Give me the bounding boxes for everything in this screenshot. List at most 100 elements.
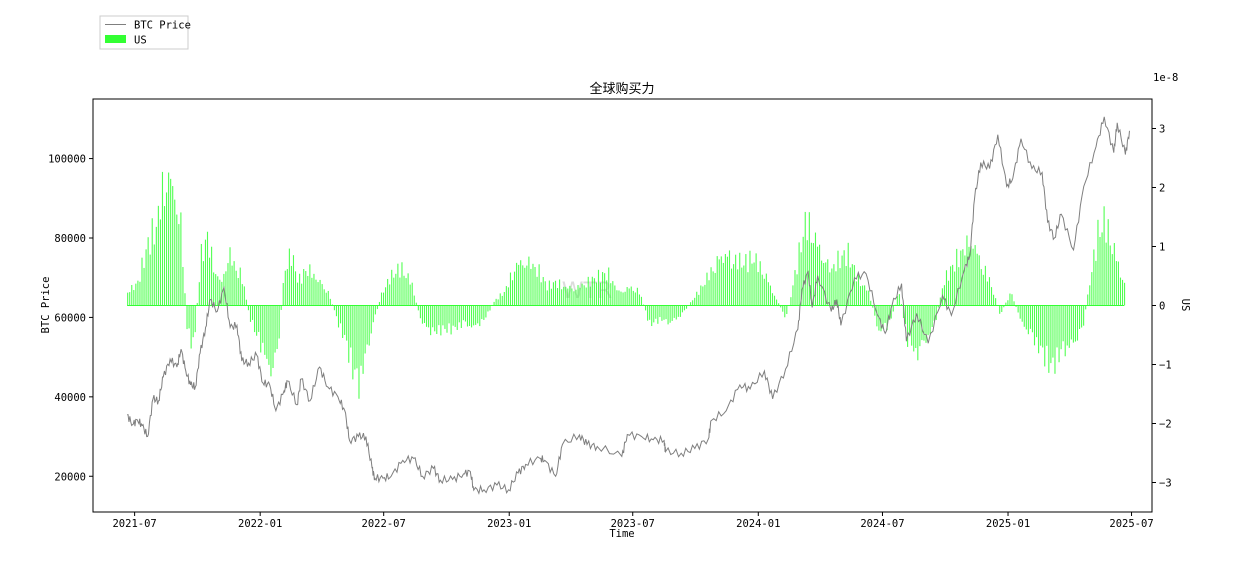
us-bar	[299, 274, 300, 306]
us-bar	[1048, 306, 1049, 373]
us-bar	[346, 306, 347, 341]
us-bar	[989, 277, 990, 305]
us-bar	[434, 306, 435, 332]
us-bar	[352, 306, 353, 380]
us-bar	[211, 247, 212, 306]
us-bar	[446, 306, 447, 333]
us-bar	[731, 269, 732, 306]
us-bar	[741, 268, 742, 306]
us-bar	[975, 245, 976, 305]
us-bar	[692, 300, 693, 305]
us-bar	[137, 281, 138, 306]
us-bar	[414, 296, 415, 306]
us-bar	[1050, 306, 1051, 364]
us-bar	[844, 250, 845, 305]
us-bar	[1110, 246, 1111, 306]
us-bar	[537, 277, 538, 306]
us-bar	[995, 298, 996, 305]
us-bar	[1102, 232, 1103, 305]
us-bar	[127, 293, 128, 306]
us-bar	[668, 306, 669, 325]
us-bar	[641, 297, 642, 306]
us-bar	[289, 249, 290, 306]
us-bar	[260, 306, 261, 353]
us-bar	[438, 306, 439, 326]
us-bar	[457, 306, 458, 330]
us-bar	[770, 286, 771, 306]
us-bar	[983, 275, 984, 306]
us-bar	[279, 306, 280, 339]
us-bar	[594, 278, 595, 305]
us-bar	[189, 306, 190, 329]
us-bar	[657, 306, 658, 324]
us-bar	[711, 267, 712, 305]
us-bar	[930, 306, 931, 334]
us-bar	[283, 283, 284, 305]
us-bar	[356, 306, 357, 369]
us-bar	[238, 278, 239, 305]
us-bar	[193, 306, 194, 338]
us-bar	[381, 293, 382, 306]
us-bar	[240, 268, 241, 306]
us-bar	[979, 255, 980, 305]
us-bar	[180, 212, 181, 305]
y-right-tick-label: −3	[1159, 478, 1172, 490]
us-bar	[649, 306, 650, 320]
us-bar	[893, 306, 894, 312]
us-bar	[532, 264, 533, 306]
us-bar	[567, 289, 568, 306]
us-bar	[305, 271, 306, 305]
us-bar	[375, 306, 376, 315]
us-bar	[272, 306, 273, 368]
us-bar	[348, 306, 349, 363]
us-bar	[1032, 306, 1033, 333]
us-bar	[264, 306, 265, 355]
us-bar	[885, 306, 886, 323]
us-bar	[143, 268, 144, 306]
us-bar	[494, 302, 495, 306]
us-bar	[275, 306, 276, 353]
us-bar	[420, 306, 421, 319]
us-bar	[469, 306, 470, 326]
us-bar	[1097, 220, 1098, 306]
legend-label-btc-price: BTC Price	[134, 20, 191, 32]
us-bar	[512, 280, 513, 305]
us-bar	[723, 263, 724, 306]
us-bar	[602, 272, 603, 306]
us-bar	[745, 254, 746, 305]
us-bar	[129, 292, 130, 305]
us-bar	[858, 273, 859, 306]
us-bar	[659, 306, 660, 318]
us-bar	[258, 306, 259, 332]
us-bar	[397, 264, 398, 306]
us-bar	[964, 255, 965, 305]
us-bar	[324, 289, 325, 305]
us-bar	[369, 306, 370, 346]
us-bar	[541, 282, 542, 305]
us-bar	[708, 280, 709, 305]
us-bar	[485, 306, 486, 318]
us-bar	[1091, 272, 1092, 305]
us-bar	[604, 273, 605, 305]
us-bar	[141, 258, 142, 306]
us-bar	[682, 306, 683, 313]
us-bar	[954, 272, 955, 306]
us-bar	[496, 299, 497, 306]
us-bar	[553, 282, 554, 305]
us-bar	[473, 306, 474, 326]
us-bar	[371, 306, 372, 334]
us-bar	[254, 306, 255, 333]
us-bar	[1022, 306, 1023, 322]
us-bar	[160, 219, 161, 305]
us-bar	[291, 266, 292, 306]
us-bar	[1038, 306, 1039, 354]
y-left-tick-label: 20000	[54, 471, 86, 483]
us-bar	[1065, 306, 1066, 357]
us-bar	[661, 306, 662, 321]
us-bar	[907, 306, 908, 347]
us-bar	[721, 256, 722, 305]
us-bar	[827, 259, 828, 305]
y-right-tick-label: 0	[1159, 301, 1165, 313]
us-bar	[360, 306, 361, 366]
